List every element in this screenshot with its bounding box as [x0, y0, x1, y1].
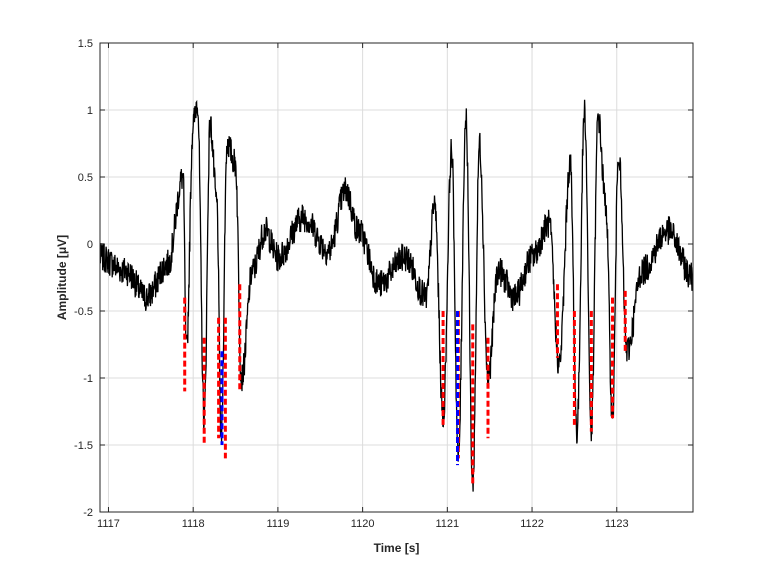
y-tick-label: 0.5	[78, 172, 93, 184]
y-tick-label: 1.5	[78, 38, 93, 50]
y-axis-title: Amplitude [μV]	[55, 235, 69, 320]
y-tick-label: -1.5	[74, 440, 93, 452]
x-tick-label: 1119	[266, 518, 289, 530]
plot-frame	[99, 42, 694, 513]
y-tick-label: -1	[83, 373, 93, 385]
series-group	[100, 99, 693, 492]
y-tick-label: -0.5	[74, 306, 93, 318]
y-tick-label: 0	[87, 239, 93, 251]
x-tick-label: 1121	[436, 518, 460, 530]
y-tick-label: 1	[87, 105, 93, 117]
x-tick-label: 1118	[182, 518, 205, 530]
series-signal-line	[100, 99, 693, 492]
x-tick-label: 1122	[520, 518, 544, 530]
x-axis-title: Time [s]	[374, 541, 420, 555]
x-tick-label: 1123	[605, 518, 629, 530]
y-tick-label: -2	[83, 507, 93, 519]
ticks: 1117 1118 1119 1120 1121 1122 1123 -2 -1.5 -1 -0.5…	[74, 38, 693, 530]
x-tick-label: 1120	[351, 518, 375, 530]
x-tick-label: 1117	[97, 518, 120, 530]
